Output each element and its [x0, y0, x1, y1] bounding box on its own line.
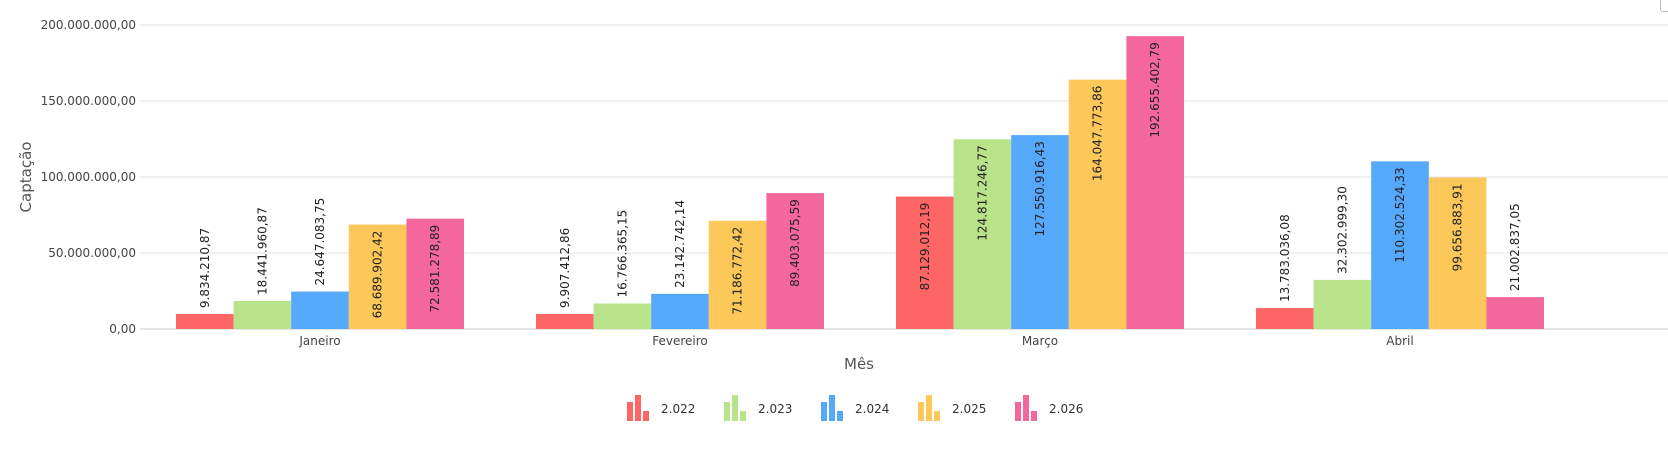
bars: 9.834.210,87 18.441.960,87 24.647.083,75 68… — [176, 36, 1544, 329]
legend-icon-bar — [724, 402, 730, 421]
data-label: 13.783.036,08 — [1278, 214, 1292, 302]
bar-2.025-Março — [1068, 79, 1127, 329]
legend-icon-bar — [918, 402, 924, 421]
bar-2.026-Março — [1126, 36, 1184, 329]
data-label: 9.834.210,87 — [198, 228, 212, 308]
bar-2.026-Abril — [1486, 297, 1544, 329]
legend-label: 2.023 — [758, 402, 792, 416]
data-label: 68.689.902,42 — [371, 231, 385, 319]
data-label: 127.550.916,43 — [1033, 141, 1047, 236]
data-label: 192.655.402,79 — [1148, 42, 1162, 137]
bar-2.024-Abril — [1371, 161, 1429, 329]
data-label: 72.581.278,89 — [428, 225, 442, 313]
y-tick-label: 200.000.000,00 — [41, 18, 136, 32]
legend: 2.022 2.023 2.024 2.025 2.026 — [627, 395, 1083, 421]
legend-icon-bar — [934, 411, 940, 421]
legend-label: 2.024 — [855, 402, 889, 416]
bar-2.025-Abril — [1428, 177, 1487, 329]
data-label: 99.656.883,91 — [1451, 184, 1465, 272]
data-label: 87.129.012,19 — [918, 203, 932, 291]
y-tick-label: 100.000.000,00 — [41, 170, 136, 184]
data-label: 18.441.960,87 — [255, 207, 269, 295]
data-label: 32.302.999,30 — [1335, 186, 1349, 274]
bar-2.025-Fevereiro — [708, 220, 767, 329]
legend-icon-bar — [1031, 411, 1037, 421]
data-label: 71.186.772,42 — [731, 227, 745, 315]
x-axis-title: Mês — [844, 355, 874, 373]
x-tick-label: Março — [1022, 334, 1058, 348]
legend-label: 2.025 — [952, 402, 986, 416]
bar-2.024-Janeiro — [291, 291, 349, 329]
legend-label: 2.026 — [1049, 402, 1083, 416]
bar-2.022-Março — [896, 196, 954, 329]
legend-icon-bar — [829, 395, 835, 421]
bar-2.024-Março — [1011, 135, 1069, 329]
legend-icon-bar — [1023, 395, 1029, 421]
data-label: 16.766.365,15 — [615, 210, 629, 298]
bar-2.022-Fevereiro — [536, 313, 594, 329]
legend-item-2.025: 2.025 — [918, 395, 986, 421]
data-label: 164.047.773,86 — [1091, 86, 1105, 181]
bar-2.022-Abril — [1256, 308, 1314, 329]
legend-icon-bar — [643, 411, 649, 421]
data-label: 23.142.742,14 — [673, 200, 687, 288]
legend-icon-bar — [732, 395, 738, 421]
bar-chart-icon — [724, 395, 746, 421]
bar-2.023-Fevereiro — [593, 303, 652, 329]
legend-item-2.024: 2.024 — [821, 395, 889, 421]
data-label: 9.907.412,86 — [558, 228, 572, 308]
x-axis-ticks: Janeiro Fevereiro Março Abril — [298, 334, 1413, 348]
y-tick-label: 50.000.000,00 — [48, 246, 136, 260]
x-tick-label: Fevereiro — [652, 334, 708, 348]
legend-icon-bar — [821, 402, 827, 421]
bar-2.023-Janeiro — [233, 300, 292, 329]
legend-icon-bar — [837, 411, 843, 421]
data-label: 21.002.837,05 — [1508, 203, 1522, 291]
legend-icon-bar — [740, 411, 746, 421]
bar-2.023-Março — [953, 139, 1012, 329]
bar-2.022-Janeiro — [176, 314, 234, 329]
bar-2.023-Abril — [1313, 279, 1372, 329]
bar-chart-icon — [821, 395, 843, 421]
legend-icon-bar — [627, 402, 633, 421]
y-axis-title: Captação — [17, 142, 35, 213]
data-label: 24.647.083,75 — [313, 198, 327, 286]
y-tick-label: 0,00 — [109, 322, 136, 336]
x-tick-label: Janeiro — [298, 334, 340, 348]
legend-label: 2.022 — [661, 402, 695, 416]
legend-item-2.022: 2.022 — [627, 395, 695, 421]
bar-chart-icon — [1015, 395, 1037, 421]
y-axis-ticks: 0,00 50.000.000,00 100.000.000,00 150.000.0… — [41, 18, 136, 336]
legend-icon-bar — [635, 395, 641, 421]
data-label: 110.302.524,33 — [1393, 167, 1407, 262]
x-tick-label: Abril — [1386, 334, 1413, 348]
data-label: 89.403.075,59 — [788, 199, 802, 287]
chart-menu-button[interactable] — [1660, 0, 1668, 12]
legend-item-2.026: 2.026 — [1015, 395, 1083, 421]
bar-2.026-Fevereiro — [766, 193, 824, 329]
bar-2.026-Janeiro — [406, 218, 464, 329]
y-tick-label: 150.000.000,00 — [41, 94, 136, 108]
bar-chart-icon — [627, 395, 649, 421]
data-label: 124.817.246,77 — [975, 145, 989, 240]
legend-icon-bar — [926, 395, 932, 421]
legend-item-2.023: 2.023 — [724, 395, 792, 421]
legend-icon-bar — [1015, 402, 1021, 421]
bar-2.024-Fevereiro — [651, 293, 709, 329]
bar-2.025-Janeiro — [348, 224, 407, 329]
bar-chart-icon — [918, 395, 940, 421]
